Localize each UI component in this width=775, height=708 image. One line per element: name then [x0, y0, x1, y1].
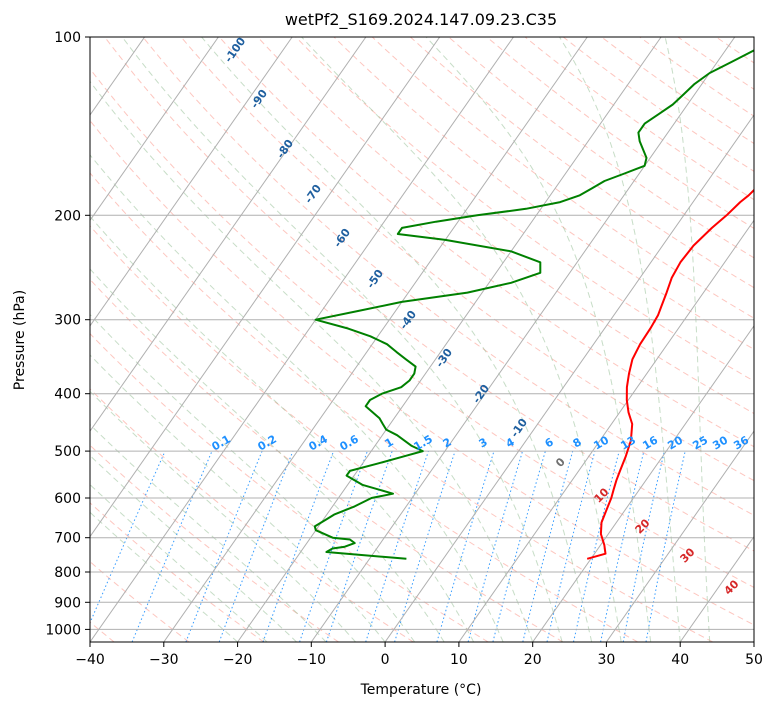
x-axis-label: Temperature (°C)	[360, 682, 482, 698]
isotherm-line	[384, 114, 754, 642]
mixing-ratio-line	[645, 450, 686, 642]
mixing-ratio-line	[131, 450, 213, 642]
x-tick-label: −10	[297, 652, 327, 668]
mixing-ratio-line	[622, 450, 665, 642]
x-tick-label: 20	[524, 652, 542, 668]
moist-adiabat-line	[121, 37, 563, 642]
mixing-ratio-line	[573, 450, 620, 642]
moist-adiabat-line	[90, 483, 268, 642]
moist-adiabat-line	[559, 37, 681, 642]
y-axis-label: Pressure (hPa)	[12, 290, 28, 390]
x-tick-label: −30	[149, 652, 179, 668]
dewpoint-profile	[313, 49, 754, 560]
mixing-ratio-line	[325, 450, 393, 642]
moist-adiabat-line	[90, 423, 327, 642]
dry-adiabat-line	[601, 37, 754, 145]
x-tick-label: 0	[381, 652, 390, 668]
mixing-ratio-line	[522, 450, 574, 642]
y-tick-label: 100	[54, 30, 81, 46]
moist-adiabat-line	[90, 268, 445, 642]
moist-adiabat-line	[90, 154, 504, 642]
moist-adiabat-line	[90, 313, 416, 642]
isotherm-line	[310, 37, 736, 642]
dry-adiabat-line	[90, 444, 339, 642]
y-tick-label: 500	[54, 444, 81, 460]
x-tick-label: 40	[671, 652, 689, 668]
isotherm-line	[679, 535, 754, 642]
x-tick-label: −20	[223, 652, 253, 668]
isotherm-line	[237, 37, 662, 642]
isotherm-line	[90, 37, 293, 327]
y-axis-ticks: 100 200 300 400 500 600 700 800 900 1000	[45, 30, 90, 638]
dry-adiabat-line	[486, 37, 754, 230]
isotherm-line	[90, 37, 514, 642]
mixing-ratio-line	[492, 450, 546, 642]
isotherm-line	[90, 37, 219, 222]
mixing-ratio-line	[600, 450, 645, 642]
y-tick-label: 800	[54, 565, 81, 581]
y-tick-label: 1000	[45, 622, 81, 638]
dry-adiabat-line	[333, 37, 754, 350]
mixing-ratio-line	[262, 450, 335, 642]
isotherm-line	[90, 37, 441, 538]
dry-adiabat-line	[142, 37, 754, 516]
moist-adiabat-line	[425, 37, 652, 642]
dry-adiabat-line	[90, 119, 754, 626]
x-tick-label: 30	[597, 652, 615, 668]
dry-adiabat-line	[90, 68, 754, 589]
dry-adiabat-line	[524, 37, 754, 201]
mixing-ratio-line	[365, 450, 429, 642]
moist-adiabat-line	[90, 390, 356, 642]
temperature-profile	[586, 188, 754, 560]
plot-frame	[89, 36, 755, 643]
x-axis-ticks: −40 −30 −20 −10 0 10 20 30 40 50	[75, 642, 763, 668]
y-tick-label: 200	[54, 208, 81, 224]
moist-adiabat-line	[90, 215, 475, 642]
y-tick-label: 600	[54, 491, 81, 507]
moist-adiabat-line	[201, 37, 593, 642]
dry-adiabat-line	[90, 278, 564, 642]
isotherm-line	[458, 219, 754, 642]
dry-adiabat-line	[104, 37, 754, 552]
x-tick-label: −40	[75, 652, 105, 668]
moist-adiabat-line	[90, 354, 386, 642]
moist-adiabat-line	[664, 37, 711, 642]
x-tick-label: 10	[450, 652, 468, 668]
y-tick-label: 700	[54, 531, 81, 547]
y-tick-label: 400	[54, 387, 81, 403]
mixing-ratio-line	[299, 450, 368, 642]
isotherm-line	[605, 430, 754, 642]
dry-adiabat-line	[295, 37, 754, 382]
dry-adiabat-line	[90, 332, 489, 642]
mixing-ratio-line	[467, 450, 524, 642]
y-tick-label: 300	[54, 313, 81, 329]
dry-adiabat-line	[257, 37, 754, 415]
dry-adiabat-line	[90, 172, 713, 642]
chart-title: wetPf2_S169.2024.147.09.23.C35	[285, 10, 557, 30]
mixing-ratio-line	[394, 450, 456, 642]
dry-adiabat-line	[90, 225, 639, 642]
sounding-profiles	[313, 49, 754, 560]
mixing-ratio-line	[90, 450, 166, 625]
dry-adiabat-line	[562, 37, 754, 172]
mixing-ratio-line	[436, 450, 495, 642]
plot-area: -100-90-80-70-60-50-40-30-20-100.1 0.2 0.4…	[90, 37, 754, 642]
x-tick-label: 50	[745, 652, 763, 668]
dry-adiabats	[90, 37, 754, 642]
moist-adiabat-line	[301, 37, 622, 642]
isotherm-line	[90, 37, 367, 433]
dry-adiabat-line	[90, 502, 265, 642]
moist-adiabat-line	[90, 454, 297, 642]
y-tick-label: 900	[54, 595, 81, 611]
moist-adiabats	[90, 37, 711, 642]
moist-adiabat-line	[90, 80, 534, 642]
